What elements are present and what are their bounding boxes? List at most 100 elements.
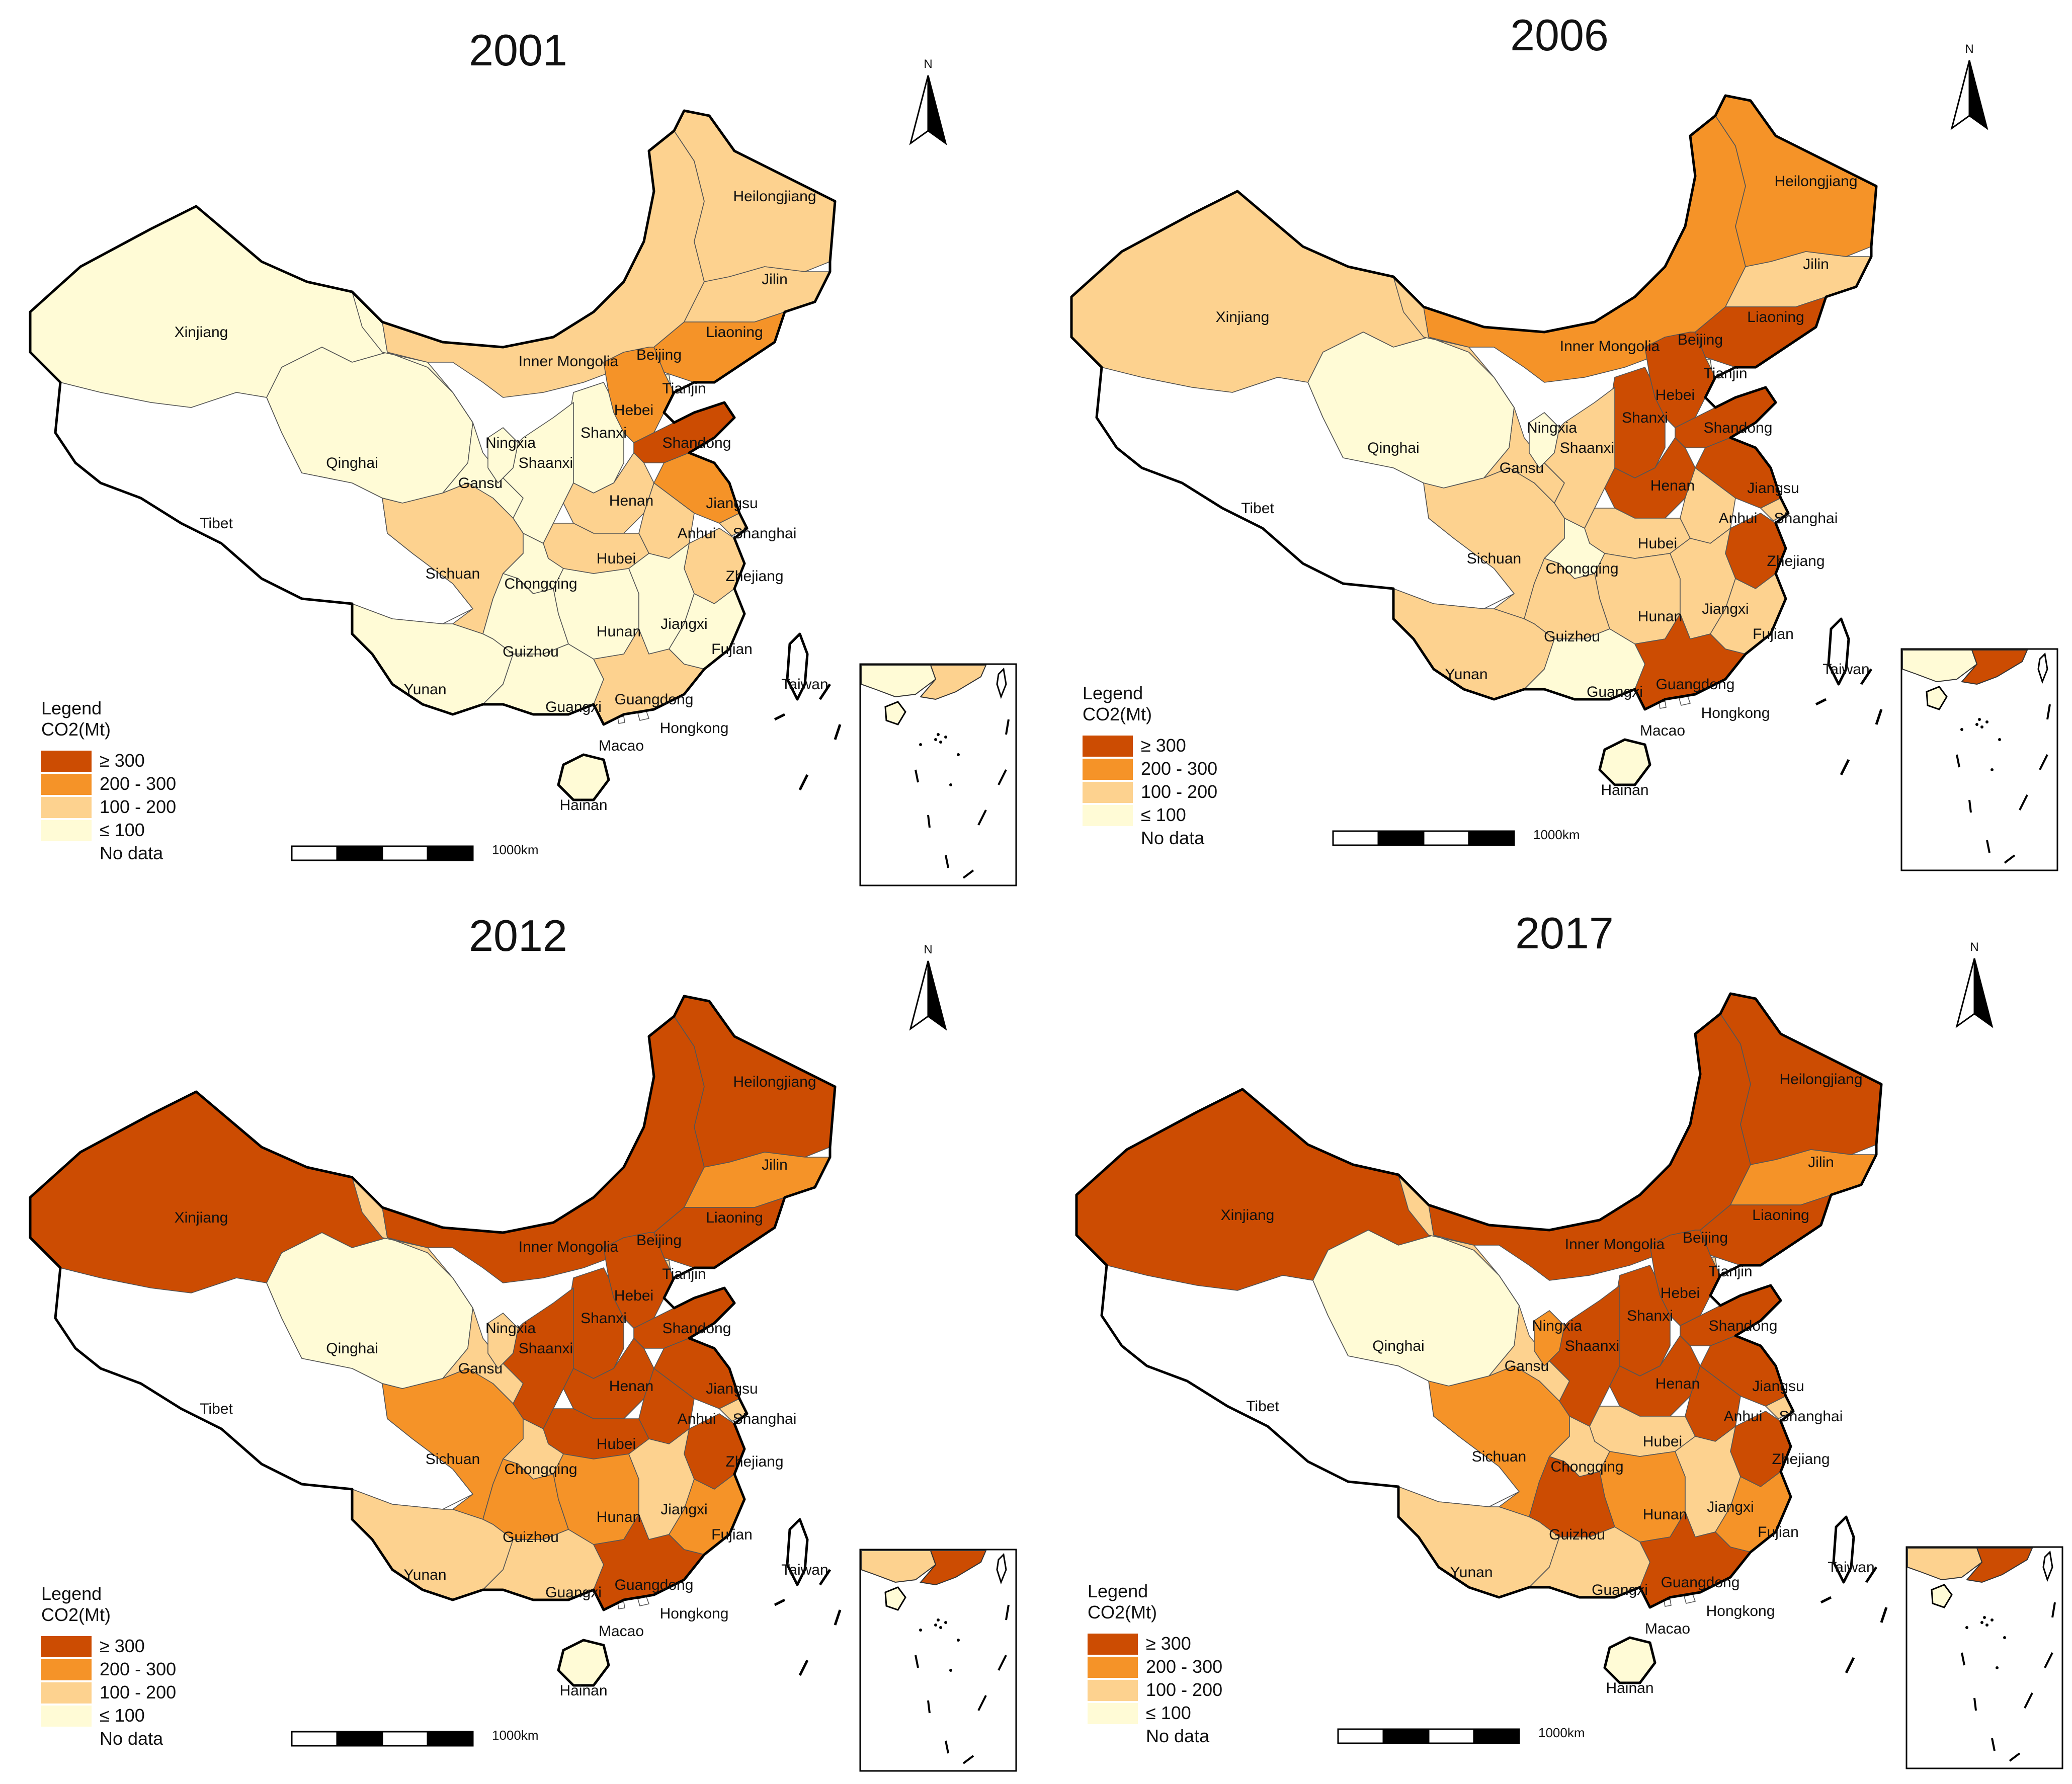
label-jilin: Jilin	[1808, 1154, 1834, 1171]
label-guangxi: Guangxi	[1587, 684, 1643, 700]
label-jiangxi: Jiangxi	[660, 1501, 707, 1518]
north-arrow: N	[909, 57, 947, 145]
boundary-dash	[798, 1659, 809, 1676]
legend-title: Legend	[41, 698, 102, 718]
label-tibet: Tibet	[200, 1401, 233, 1417]
label-qinghai: Qinghai	[326, 1340, 378, 1357]
label-jiangsu: Jiangsu	[706, 495, 758, 512]
legend-label-200-300: 200 - 300	[1141, 758, 1217, 779]
label-yunan: Yunan	[1450, 1564, 1493, 1581]
label-beijing: Beijing	[1678, 332, 1723, 348]
legend-swatch-ge300	[1088, 1634, 1138, 1655]
south-china-sea-inset	[859, 1549, 1017, 1772]
inset-island	[1965, 1626, 1968, 1629]
label-chongqing: Chongqing	[1550, 1458, 1623, 1475]
legend-swatch-ge300	[41, 1636, 92, 1657]
label-innermongolia: Inner Mongolia	[519, 353, 619, 370]
label-chongqing: Chongqing	[504, 576, 577, 592]
scale-segment	[381, 1731, 429, 1747]
label-zhejiang: Zhejiang	[725, 568, 783, 585]
label-xinjiang: Xinjiang	[175, 1209, 228, 1226]
legend-label-200-300: 200 - 300	[1146, 1656, 1222, 1677]
legend-label-100-200: 100 - 200	[1141, 781, 1217, 802]
label-chongqing: Chongqing	[1545, 560, 1618, 577]
label-hunan: Hunan	[597, 1509, 641, 1525]
label-shandong: Shandong	[662, 1320, 731, 1337]
scale-bar: 1000km	[291, 842, 539, 861]
inset-boundary-dash	[2044, 1652, 2053, 1668]
label-sichuan: Sichuan	[426, 565, 480, 582]
inset-hainan	[884, 1586, 906, 1611]
label-jilin: Jilin	[762, 271, 788, 288]
scale-segment	[1473, 1728, 1520, 1744]
boundary-dash	[1880, 1607, 1888, 1623]
scale-segment	[381, 845, 429, 861]
legend-swatch-200-300	[41, 1659, 92, 1680]
label-chongqing: Chongqing	[504, 1461, 577, 1478]
legend-label-nodata: No data	[1141, 828, 1205, 848]
label-beijing: Beijing	[636, 347, 682, 363]
label-guangxi: Guangxi	[545, 699, 602, 715]
legend-swatch-le100	[41, 1706, 92, 1727]
legend-label-ge300: ≥ 300	[1146, 1633, 1191, 1654]
north-arrow: N	[1955, 940, 1994, 1028]
inset-boundary-dash	[1005, 1604, 1010, 1620]
label-beijing: Beijing	[636, 1232, 682, 1249]
scale-segment	[1428, 1728, 1475, 1744]
label-macao: Macao	[599, 738, 644, 754]
panel-title: 2017	[1515, 908, 1614, 958]
label-innermongolia: Inner Mongolia	[519, 1239, 619, 1255]
label-taiwan: Taiwan	[1822, 661, 1869, 678]
inset-boundary-dash	[1968, 799, 1972, 813]
boundary-dash	[774, 1598, 786, 1606]
inset-island	[919, 1629, 922, 1632]
north-label: N	[1965, 42, 1973, 56]
inset-boundary-dash	[2046, 704, 2051, 720]
legend-swatch-nodata	[41, 1729, 92, 1750]
inset-island	[1980, 725, 1983, 728]
provinces	[30, 996, 836, 1686]
panel-title: 2012	[469, 911, 567, 960]
boundary-dash	[1820, 1596, 1832, 1604]
label-jiangsu: Jiangsu	[706, 1381, 758, 1397]
scale-bar: 1000km	[1337, 1725, 1585, 1744]
legend-label-nodata: No data	[100, 1728, 163, 1749]
north-arrow-right-icon	[927, 75, 947, 145]
label-hunan: Hunan	[1643, 1506, 1687, 1523]
label-shanghai: Shanghai	[1774, 510, 1838, 527]
scale-bar: 1000km	[1332, 827, 1580, 846]
label-guangxi: Guangxi	[545, 1584, 602, 1601]
label-tianjin: Tianjin	[662, 1266, 706, 1282]
inset-island	[1985, 720, 1988, 723]
province-labels: Xinjiang Tibet Qinghai Gansu Inner Mongolia H…	[175, 1074, 828, 1699]
label-shanxi: Shanxi	[581, 1310, 627, 1327]
label-guizhou: Guizhou	[1544, 628, 1600, 645]
legend-swatch-le100	[1083, 805, 1133, 826]
label-hongkong: Hongkong	[660, 720, 729, 737]
label-shanxi: Shanxi	[1622, 410, 1668, 426]
inset-island	[2003, 1636, 2006, 1639]
inset-taiwan	[2037, 652, 2048, 684]
inset-island	[944, 1621, 947, 1624]
inset-island	[937, 1618, 940, 1621]
map-panel-2017: Xinjiang Tibet Qinghai Gansu Inner Mongolia H…	[1075, 908, 2063, 1769]
inset-taiwan	[996, 1553, 1007, 1585]
legend-label-ge300: ≥ 300	[100, 1636, 145, 1656]
inset-island	[1975, 723, 1978, 726]
inset-boundary-dash	[962, 869, 974, 879]
scale-label: 1000km	[492, 1728, 539, 1743]
hainan-boundary	[557, 1639, 610, 1687]
inset-boundary-dash	[1991, 1738, 1996, 1751]
legend-label-ge300: ≥ 300	[1141, 735, 1186, 756]
label-ningxia: Ningxia	[1532, 1318, 1582, 1334]
boundary-dash	[834, 1609, 842, 1626]
label-hubei: Hubei	[597, 1436, 636, 1452]
south-china-sea-inset	[1900, 648, 2058, 871]
legend-swatch-100-200	[41, 1682, 92, 1704]
label-hunan: Hunan	[1638, 608, 1682, 625]
inset-boundary-dash	[977, 809, 987, 826]
label-hebei: Hebei	[614, 1287, 653, 1304]
inset-island	[934, 738, 937, 741]
label-shaanxi: Shaanxi	[1565, 1338, 1619, 1354]
